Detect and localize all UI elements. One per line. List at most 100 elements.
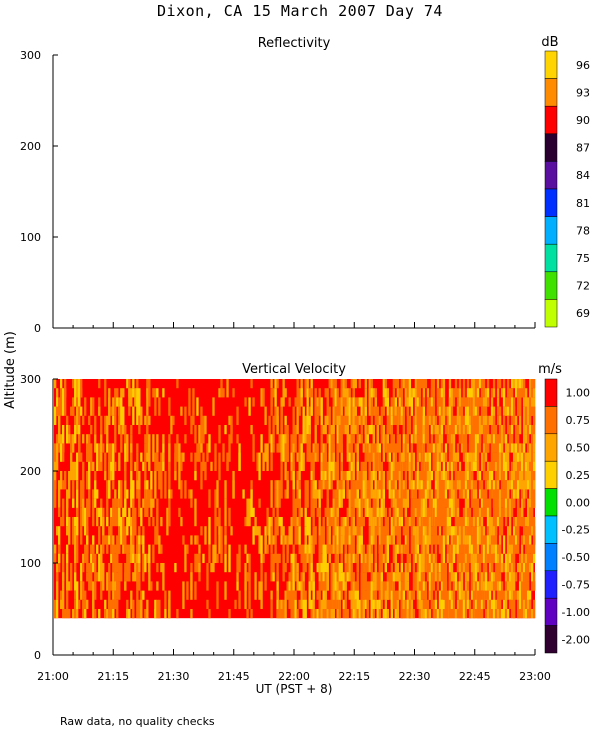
velocity-cell <box>196 443 199 462</box>
velocity-cell <box>406 581 410 591</box>
velocity-cell <box>58 397 61 407</box>
velocity-cell <box>62 480 65 490</box>
velocity-cell <box>308 388 311 398</box>
velocity-cell <box>268 415 271 444</box>
velocity-cell <box>376 517 379 536</box>
velocity-cell <box>372 609 375 619</box>
velocity-cell <box>108 526 111 536</box>
velocity-cell <box>436 563 440 573</box>
x-tick-label: 21:45 <box>218 670 250 683</box>
velocity-cell <box>92 489 95 499</box>
velocity-cell <box>216 517 219 527</box>
velocity-cell <box>418 379 422 398</box>
velocity-cell <box>470 397 474 425</box>
velocity-cell <box>318 517 321 545</box>
velocity-cell <box>130 535 133 563</box>
velocity-cell <box>278 553 281 563</box>
velocity-cell <box>448 517 452 527</box>
velocity-cell <box>146 489 149 508</box>
velocity-cell <box>350 489 353 508</box>
velocity-cell <box>104 379 107 407</box>
velocity-cell <box>470 434 474 453</box>
velocity-cell <box>472 406 476 416</box>
velocity-cell <box>526 553 530 582</box>
velocity-cell <box>218 507 221 536</box>
velocity-cell <box>218 526 221 536</box>
velocity-cell <box>496 498 500 508</box>
velocity-cell <box>452 434 456 462</box>
velocity-cell <box>506 489 510 499</box>
velocity-cell <box>106 498 109 527</box>
velocity-cell <box>208 517 211 545</box>
velocity-cell <box>100 581 103 600</box>
velocity-cell <box>128 507 131 527</box>
velocity-cell <box>406 553 410 573</box>
velocity-cell <box>358 498 361 517</box>
velocity-cell <box>94 581 97 600</box>
velocity-cell <box>98 397 101 416</box>
velocity-cell <box>442 581 446 600</box>
velocity-cell <box>464 397 468 407</box>
colorbar-swatch <box>544 271 558 300</box>
velocity-cell <box>524 572 528 582</box>
velocity-cell <box>372 498 375 527</box>
velocity-cell <box>346 388 349 416</box>
velocity-cell <box>460 572 464 600</box>
velocity-cell <box>354 599 357 619</box>
velocity-cell <box>410 489 414 499</box>
velocity-cell <box>474 397 478 407</box>
velocity-cell <box>488 517 492 545</box>
velocity-cell <box>508 535 512 545</box>
velocity-cell <box>370 553 373 563</box>
velocity-cell <box>114 443 117 453</box>
velocity-cell <box>266 443 269 471</box>
velocity-cell <box>306 388 309 407</box>
velocity-cell <box>186 544 189 554</box>
velocity-cell <box>524 526 528 536</box>
velocity-cell <box>164 609 167 619</box>
velocity-cell <box>384 535 387 545</box>
velocity-cell <box>154 388 157 416</box>
velocity-cell <box>84 590 87 619</box>
velocity-cell <box>404 443 408 462</box>
velocity-cell <box>120 388 123 398</box>
velocity-cell <box>82 498 85 527</box>
velocity-cell <box>442 379 446 398</box>
velocity-cell <box>138 553 141 563</box>
velocity-cell <box>310 544 313 563</box>
velocity-cell <box>108 397 111 425</box>
velocity-cell <box>328 553 331 563</box>
velocity-title: Vertical Velocity <box>242 362 346 377</box>
velocity-cell <box>468 443 472 462</box>
velocity-cell <box>508 388 512 407</box>
velocity-cell <box>114 563 117 591</box>
velocity-cell <box>436 489 440 508</box>
velocity-cell <box>504 461 508 481</box>
velocity-cell <box>276 609 279 619</box>
velocity-cell <box>520 388 524 398</box>
velocity-cell <box>272 415 275 444</box>
velocity-cell <box>344 563 347 582</box>
velocity-cell <box>388 443 391 462</box>
velocity-cell <box>526 415 530 425</box>
velocity-cell <box>532 388 536 398</box>
velocity-cell <box>440 563 444 573</box>
velocity-cell <box>272 388 275 398</box>
velocity-cell <box>484 425 488 444</box>
velocity-cell <box>318 489 321 517</box>
velocity-cell <box>144 434 147 444</box>
velocity-cell <box>532 379 536 389</box>
velocity-cell <box>222 388 225 398</box>
velocity-cell <box>196 397 199 416</box>
velocity-cell <box>420 379 424 389</box>
velocity-cell <box>270 599 273 619</box>
velocity-cell <box>118 563 121 582</box>
velocity-cell <box>58 425 61 444</box>
velocity-cell <box>296 563 299 573</box>
velocity-cell <box>366 599 369 619</box>
velocity-cell <box>182 581 185 609</box>
velocity-cell <box>132 507 135 536</box>
velocity-cell <box>404 563 408 591</box>
velocity-cell <box>526 425 530 453</box>
